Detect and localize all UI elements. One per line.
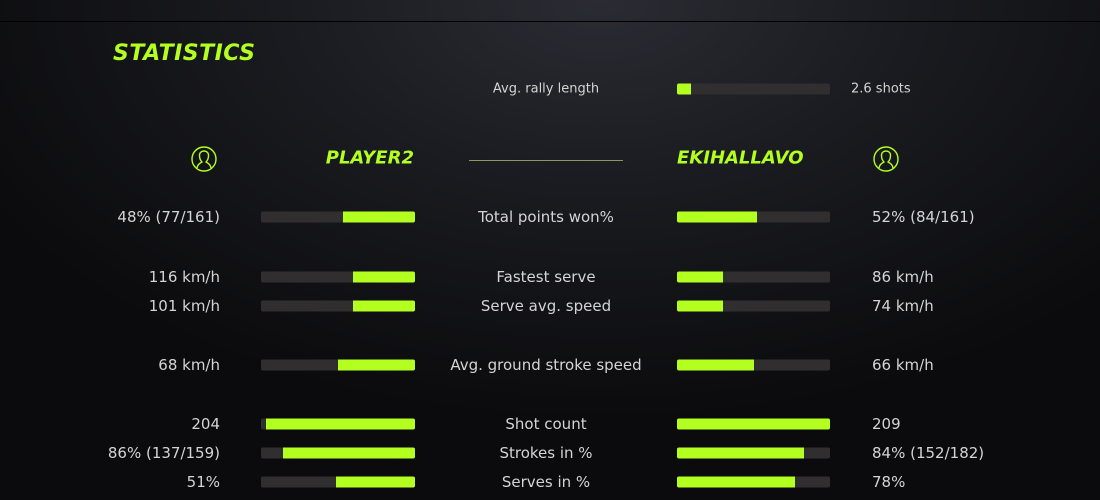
stat-left-bar-fill bbox=[336, 476, 415, 488]
stat-right-bar-fill bbox=[677, 271, 723, 283]
stat-label: Avg. ground stroke speed bbox=[450, 356, 642, 374]
stat-left-value: 86% (137/159) bbox=[107, 444, 220, 462]
stat-right-bar bbox=[677, 447, 830, 459]
stat-left-bar bbox=[261, 447, 415, 459]
stat-label: Serves in % bbox=[501, 473, 591, 491]
stat-left-bar-fill bbox=[353, 271, 415, 283]
user-circle-icon bbox=[191, 146, 217, 172]
stat-left-value: 101 km/h bbox=[148, 297, 220, 315]
stat-right-bar bbox=[677, 271, 830, 283]
page-title: STATISTICS bbox=[113, 41, 256, 66]
player-right-name: EKIHALLAVO bbox=[677, 147, 804, 169]
top-divider bbox=[0, 21, 1100, 22]
stat-right-bar-fill bbox=[677, 300, 723, 312]
stat-right-value: 74 km/h bbox=[872, 297, 934, 315]
stat-left-value: 204 bbox=[191, 415, 220, 433]
stat-left-bar-fill bbox=[338, 359, 415, 371]
stat-right-bar bbox=[677, 300, 830, 312]
stat-left-bar bbox=[261, 418, 415, 430]
stat-left-bar bbox=[261, 300, 415, 312]
stat-right-bar-fill bbox=[677, 211, 757, 223]
stat-label: Shot count bbox=[505, 415, 587, 433]
player-left-name: PLAYER2 bbox=[325, 147, 414, 169]
stat-left-value: 68 km/h bbox=[158, 356, 220, 374]
stat-left-bar-fill bbox=[265, 418, 415, 430]
stat-label: Fastest serve bbox=[496, 268, 596, 286]
rally-value: 2.6 shots bbox=[851, 81, 911, 97]
stat-left-bar bbox=[261, 211, 415, 223]
stat-right-bar-fill bbox=[677, 359, 754, 371]
stat-right-value: 84% (152/182) bbox=[872, 444, 985, 462]
stat-right-value: 209 bbox=[872, 415, 901, 433]
stat-left-value: 48% (77/161) bbox=[117, 208, 220, 226]
user-circle-icon bbox=[873, 146, 899, 172]
stat-left-bar bbox=[261, 476, 415, 488]
stat-right-bar-fill bbox=[677, 447, 804, 459]
stat-right-bar bbox=[677, 418, 830, 430]
stat-label: Total points won% bbox=[478, 208, 614, 226]
rally-bar bbox=[677, 83, 830, 95]
stat-left-bar-fill bbox=[282, 447, 415, 459]
stat-label: Strokes in % bbox=[499, 444, 593, 462]
stat-left-bar-fill bbox=[342, 211, 415, 223]
stat-left-bar bbox=[261, 359, 415, 371]
stat-right-value: 86 km/h bbox=[872, 268, 934, 286]
stat-right-value: 66 km/h bbox=[872, 356, 934, 374]
stat-right-bar-fill bbox=[677, 418, 830, 430]
stat-right-bar bbox=[677, 359, 830, 371]
stat-label: Serve avg. speed bbox=[480, 297, 612, 315]
rally-label: Avg. rally length bbox=[492, 81, 600, 97]
stat-left-value: 116 km/h bbox=[148, 268, 220, 286]
stat-right-bar bbox=[677, 211, 830, 223]
stat-right-bar bbox=[677, 476, 830, 488]
stat-left-bar-fill bbox=[353, 300, 415, 312]
stat-left-value: 51% bbox=[186, 473, 220, 491]
stat-right-value: 52% (84/161) bbox=[872, 208, 975, 226]
players-separator bbox=[469, 160, 623, 161]
stat-left-bar bbox=[261, 271, 415, 283]
rally-bar-fill bbox=[677, 83, 691, 95]
stat-right-value: 78% bbox=[872, 473, 906, 491]
stat-right-bar-fill bbox=[677, 476, 795, 488]
